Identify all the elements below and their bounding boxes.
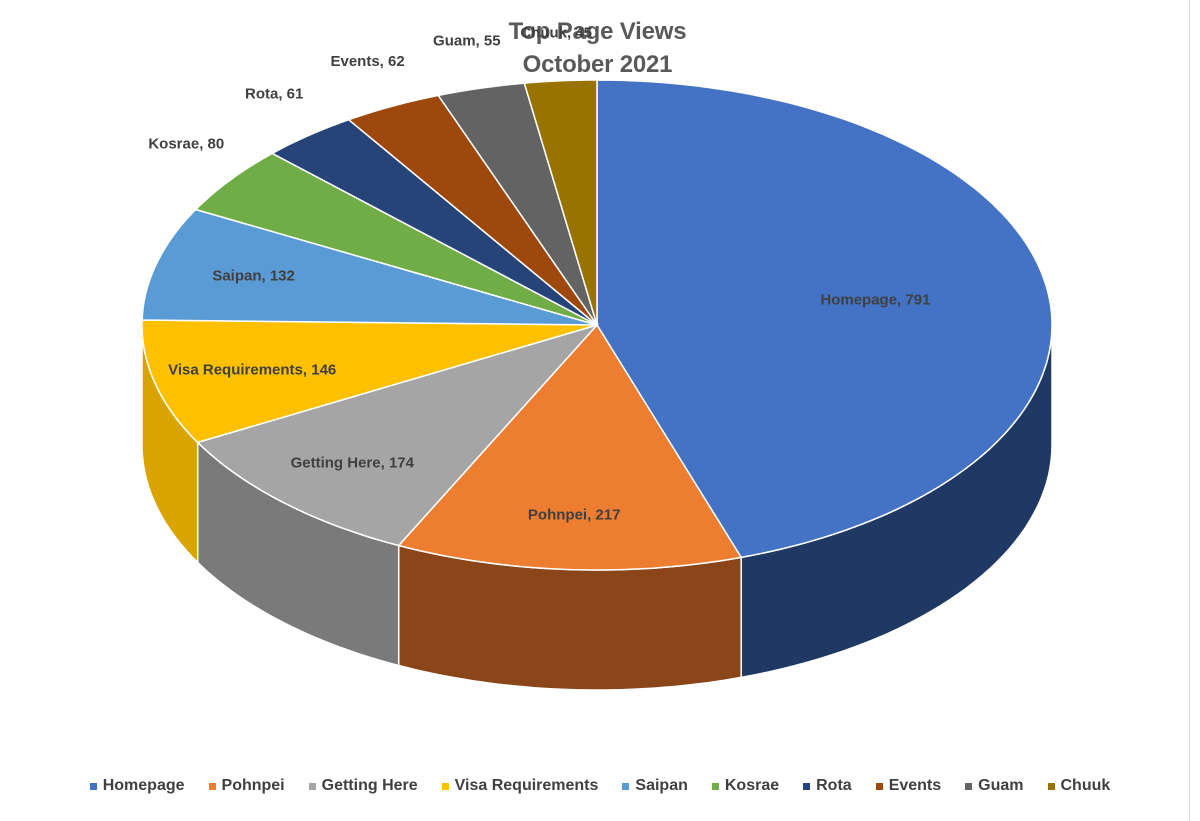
legend-swatch	[308, 782, 316, 790]
legend-swatch	[1047, 782, 1055, 790]
pie-slice-chuuk	[523, 79, 598, 326]
data-label-visa-requirements: Visa Requirements, 146	[168, 361, 336, 378]
legend-label: Guam	[978, 777, 1024, 794]
legend-swatch	[711, 782, 719, 790]
data-label-homepage: Homepage, 791	[820, 292, 930, 309]
pie-slice-kosrae	[194, 152, 598, 326]
data-label-pohnpei: Pohnpei, 217	[528, 507, 621, 524]
legend-item-chuuk: Chuuk	[1047, 777, 1111, 795]
legend-item-homepage: Homepage	[89, 777, 185, 795]
legend-label: Pohnpei	[221, 777, 285, 794]
data-label-rota: Rota, 61	[245, 86, 303, 103]
legend-swatch	[89, 782, 97, 790]
pie-slice-homepage	[596, 79, 1053, 559]
data-label-kosrae: Kosrae, 80	[148, 136, 224, 153]
legend-item-saipan: Saipan	[622, 777, 688, 795]
chart-legend: Homepage Pohnpei Getting Here Visa Requirem…	[0, 777, 1200, 795]
legend-label: Chuuk	[1060, 777, 1111, 794]
data-label-chuuk: Chuuk, 45	[520, 24, 592, 41]
pie-slice-saipan	[141, 208, 598, 326]
chart-title: Top Page Views	[508, 18, 687, 45]
sheet-gridline	[1189, 0, 1200, 821]
legend-item-guam: Guam	[965, 777, 1024, 795]
legend-item-rota: Rota	[803, 777, 852, 795]
pie-slice-getting-here	[196, 323, 600, 547]
legend-label: Kosrae	[724, 777, 780, 794]
data-label-events: Events, 62	[330, 53, 404, 70]
legend-label: Saipan	[635, 777, 688, 794]
pie-slice-guam	[437, 82, 598, 326]
pie-slice-events	[347, 94, 598, 326]
legend-item-getting-here: Getting Here	[308, 777, 418, 795]
legend-swatch	[441, 782, 449, 790]
legend-label: Events	[888, 777, 942, 794]
legend-swatch	[208, 782, 216, 790]
data-label-saipan: Saipan, 132	[212, 268, 295, 285]
legend-swatch	[803, 782, 811, 790]
pie-slice-rota	[270, 118, 598, 326]
legend-label: Rota	[816, 777, 852, 794]
legend-swatch	[965, 782, 973, 790]
legend-item-kosrae: Kosrae	[711, 777, 780, 795]
legend-swatch	[622, 782, 630, 790]
pie-slice-visa-requirements	[141, 319, 598, 444]
legend-item-visa-requirements: Visa Requirements	[441, 777, 599, 795]
legend-swatch	[875, 782, 883, 790]
chart-subtitle: October 2021	[522, 51, 673, 78]
legend-label: Getting Here	[321, 777, 418, 794]
legend-label: Visa Requirements	[454, 777, 599, 794]
legend-label: Homepage	[102, 777, 185, 794]
pie-slice-pohnpei	[397, 323, 743, 571]
legend-item-pohnpei: Pohnpei	[208, 777, 285, 795]
legend-item-events: Events	[875, 777, 942, 795]
data-label-getting-here: Getting Here, 174	[291, 454, 415, 471]
data-label-guam: Guam, 55	[433, 33, 501, 50]
